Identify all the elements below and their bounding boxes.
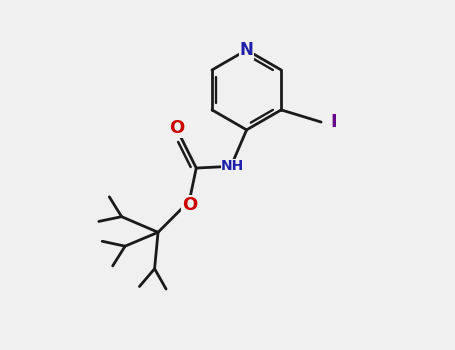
Text: N: N bbox=[240, 41, 253, 59]
Text: O: O bbox=[182, 196, 197, 213]
Text: O: O bbox=[170, 119, 185, 137]
Text: I: I bbox=[331, 113, 338, 131]
Text: NH: NH bbox=[221, 159, 244, 173]
